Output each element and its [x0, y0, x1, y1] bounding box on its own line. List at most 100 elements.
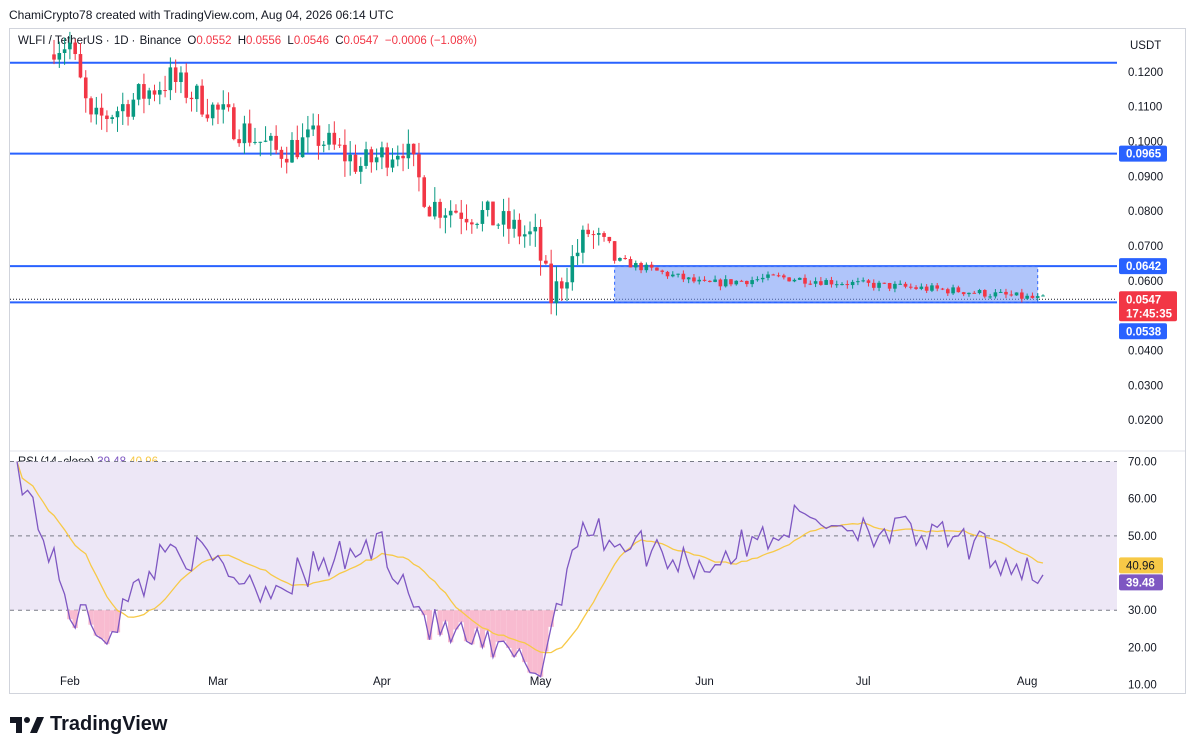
candle-body [956, 287, 961, 293]
candle-body [903, 283, 908, 287]
candle-body [221, 104, 226, 110]
candle-body [755, 279, 760, 281]
candle-body [559, 281, 564, 289]
candle-body [269, 135, 273, 141]
rsi-ma-line [16, 461, 1044, 654]
candle-body [142, 84, 146, 99]
candle-body [834, 284, 839, 286]
candle-body [792, 279, 797, 282]
candle-body [708, 280, 712, 282]
candle-body [528, 231, 532, 235]
candle-body [454, 210, 458, 213]
candle-body [364, 149, 368, 166]
candle-body [110, 117, 114, 119]
time-axis-label: May [530, 676, 552, 688]
rsi-badge: 39.48 [1126, 577, 1155, 589]
candle-body [311, 125, 315, 130]
candle-body [776, 275, 781, 277]
time-axis-label: Mar [208, 676, 228, 688]
candle-body [57, 53, 62, 60]
candle-body [882, 282, 887, 284]
candle-body [369, 149, 374, 163]
candle-body [676, 273, 680, 275]
candle-body [914, 287, 918, 289]
candle-body [581, 229, 585, 253]
badge-level-high-bg [1119, 145, 1167, 162]
price-tick-label: 0.0800 [1128, 206, 1163, 218]
candle-body [443, 215, 448, 218]
candle-body [681, 273, 686, 280]
candle-body [1004, 291, 1008, 295]
candle-body [433, 201, 437, 217]
candle-body [1020, 292, 1024, 299]
legend-exchange: Binance [139, 35, 182, 47]
candle-body [411, 143, 416, 155]
candle-body [152, 90, 157, 95]
candle-body [242, 123, 247, 144]
candle-body [163, 90, 167, 92]
candle-body [829, 280, 834, 285]
candle-body [951, 287, 955, 294]
badge-level-mid: 0.0642 [1126, 261, 1161, 273]
legend-change: −0.0006 (−1.08%) [384, 35, 477, 47]
candle-body [62, 49, 67, 54]
candle-body [380, 147, 384, 158]
candle-body [1030, 295, 1035, 298]
candle-body [274, 135, 278, 150]
candle-body [99, 107, 104, 116]
candle-body [533, 226, 538, 232]
candle-body [189, 97, 194, 100]
candle-body [665, 271, 670, 277]
candle-body [861, 280, 865, 282]
candle-body [126, 104, 130, 117]
candle-body [729, 279, 733, 285]
candle-body [549, 263, 553, 304]
creator-caption: ChamiCrypto78 created with TradingView.c… [9, 8, 394, 22]
candle-body [332, 132, 337, 145]
candle-body [464, 218, 469, 223]
badge-level-high: 0.0965 [1126, 149, 1162, 161]
candle-body [1035, 296, 1040, 298]
legend-symbol[interactable]: WLFI / TetherUS [18, 35, 103, 47]
candle-body [591, 234, 596, 236]
candle-body [998, 291, 1003, 293]
candle-body [702, 279, 707, 281]
candle-body [750, 280, 754, 285]
rsi-ma-badge-bg [1119, 557, 1163, 574]
time-axis-label: Aug [1017, 676, 1037, 688]
candle-body [205, 114, 210, 119]
candle-body [993, 292, 998, 297]
candle-body [284, 158, 289, 163]
legend-interval[interactable]: 1D [113, 35, 129, 47]
candle-body [120, 104, 125, 112]
candle-body [195, 85, 199, 100]
candle-body [427, 206, 432, 217]
price-tick-label: 0.0300 [1128, 380, 1163, 392]
price-tick-label: 0.1000 [1128, 136, 1163, 148]
candle-body [670, 274, 675, 277]
candle-body [850, 281, 855, 286]
candle-body [179, 72, 183, 83]
candle-body [723, 279, 728, 287]
candle-body [644, 264, 649, 271]
candle-body [448, 210, 453, 216]
candle-body [522, 234, 527, 237]
candle-body [697, 279, 702, 282]
candle-body [819, 281, 823, 285]
candle-body [623, 258, 627, 260]
candle-body [713, 279, 717, 282]
candle-body [300, 137, 305, 158]
candle-body [358, 165, 363, 172]
time-axis-label: Jun [695, 676, 714, 688]
price-axis-currency: USDT [1130, 40, 1161, 52]
candle-body [491, 201, 495, 226]
badge-level-low: 0.0538 [1126, 326, 1162, 338]
candle-body [115, 111, 120, 118]
candle-body [570, 256, 575, 283]
candle-body [602, 233, 606, 237]
price-tick-label: 0.0600 [1128, 276, 1163, 288]
candle-body [877, 282, 881, 288]
candle-body [871, 282, 876, 288]
candle-body [908, 286, 913, 288]
